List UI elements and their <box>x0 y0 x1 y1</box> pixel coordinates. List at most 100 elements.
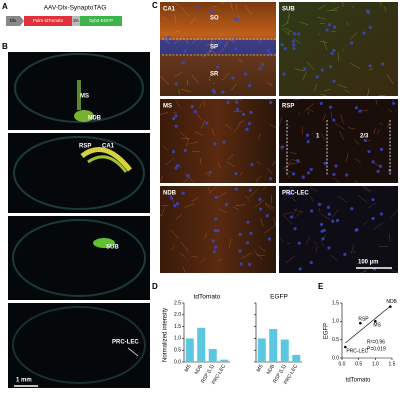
nucleus <box>330 51 334 55</box>
chart-title: EGFP <box>270 294 288 301</box>
nucleus <box>319 222 324 227</box>
layer-label: 2/3 <box>360 134 369 140</box>
nucleus <box>175 202 180 206</box>
nucleus <box>298 267 302 271</box>
fibre <box>299 21 309 26</box>
fibre <box>196 113 202 121</box>
layer-label: SR <box>210 72 219 78</box>
fibre <box>211 128 215 137</box>
nucleus <box>321 237 325 241</box>
fibre <box>293 98 300 101</box>
nucleus <box>226 100 230 104</box>
fibre <box>235 204 246 206</box>
fibre <box>208 49 213 54</box>
fibre <box>290 196 297 202</box>
micrographs <box>159 1 399 274</box>
fibre <box>255 200 265 208</box>
nucleus <box>293 32 297 36</box>
fibre <box>330 254 338 261</box>
nucleus <box>269 100 273 105</box>
fibre <box>249 188 259 198</box>
fit-line <box>345 305 391 344</box>
region-label: PRC-LEC <box>112 340 139 346</box>
fibre <box>233 124 241 133</box>
bar <box>280 339 289 362</box>
nucleus <box>221 90 225 94</box>
fibre <box>352 5 355 9</box>
element: 2A <box>73 18 79 23</box>
nucleus <box>292 43 296 47</box>
y-tick-label: 1.0 <box>332 319 339 325</box>
nucleus <box>267 237 272 241</box>
nucleus <box>350 207 354 211</box>
fibre <box>161 205 166 216</box>
nucleus <box>208 170 212 174</box>
fibre <box>271 160 277 167</box>
nucleus <box>235 107 240 112</box>
fibre <box>314 241 317 245</box>
point <box>359 321 362 325</box>
nucleus <box>282 72 286 76</box>
nucleus <box>183 148 188 152</box>
nucleus <box>343 252 347 256</box>
fibre <box>373 127 376 135</box>
nucleus <box>196 5 200 9</box>
fibre <box>352 250 356 253</box>
fibre <box>285 255 296 263</box>
point-label: NDB <box>386 299 397 305</box>
tile-label: NDB <box>163 191 177 197</box>
nucleus <box>368 64 372 68</box>
fibre <box>337 195 347 203</box>
fibre <box>178 89 180 95</box>
nucleus <box>328 105 333 109</box>
nucleus <box>315 75 319 79</box>
fibre <box>320 213 331 220</box>
fibre <box>304 102 315 112</box>
fibre <box>346 152 349 162</box>
fibre <box>284 27 294 33</box>
fibre <box>173 37 184 44</box>
fibre <box>225 123 232 129</box>
nucleus <box>176 164 180 168</box>
fibre <box>200 257 206 263</box>
nucleus <box>173 204 177 208</box>
point-label: RSP <box>358 316 369 322</box>
fibre <box>360 270 367 274</box>
nucleus <box>354 106 359 110</box>
fibre <box>355 158 361 164</box>
fibre <box>270 124 277 128</box>
fibre <box>262 185 267 191</box>
fibre <box>302 71 307 80</box>
fibre <box>256 254 266 256</box>
nucleus <box>214 217 218 221</box>
nucleus <box>280 43 284 47</box>
nucleus <box>392 101 396 105</box>
nucleus <box>332 79 336 83</box>
y-tick-label: 0.5 <box>332 337 339 343</box>
fibre <box>354 180 359 184</box>
fibre <box>289 185 300 188</box>
fibre <box>209 79 212 81</box>
region-label: SUB <box>106 245 119 251</box>
nucleus <box>209 10 214 14</box>
bar <box>257 338 266 362</box>
fibre <box>357 195 368 203</box>
fibre <box>208 71 213 81</box>
nucleus <box>239 262 243 266</box>
bar <box>208 349 217 362</box>
nucleus <box>222 140 226 144</box>
nucleus <box>363 138 367 142</box>
fibre <box>362 185 372 192</box>
nucleus <box>216 229 220 233</box>
annotation: R²=0.96 <box>367 339 385 345</box>
fibre <box>392 99 395 101</box>
nucleus <box>349 41 354 45</box>
nucleus <box>169 196 173 200</box>
fibre <box>234 98 242 101</box>
nucleus <box>367 149 371 154</box>
fibre <box>190 16 196 25</box>
fibre <box>320 93 327 97</box>
fibre <box>199 158 202 165</box>
fibre <box>386 74 394 85</box>
scale-bar-label: 1 mm <box>16 378 32 384</box>
